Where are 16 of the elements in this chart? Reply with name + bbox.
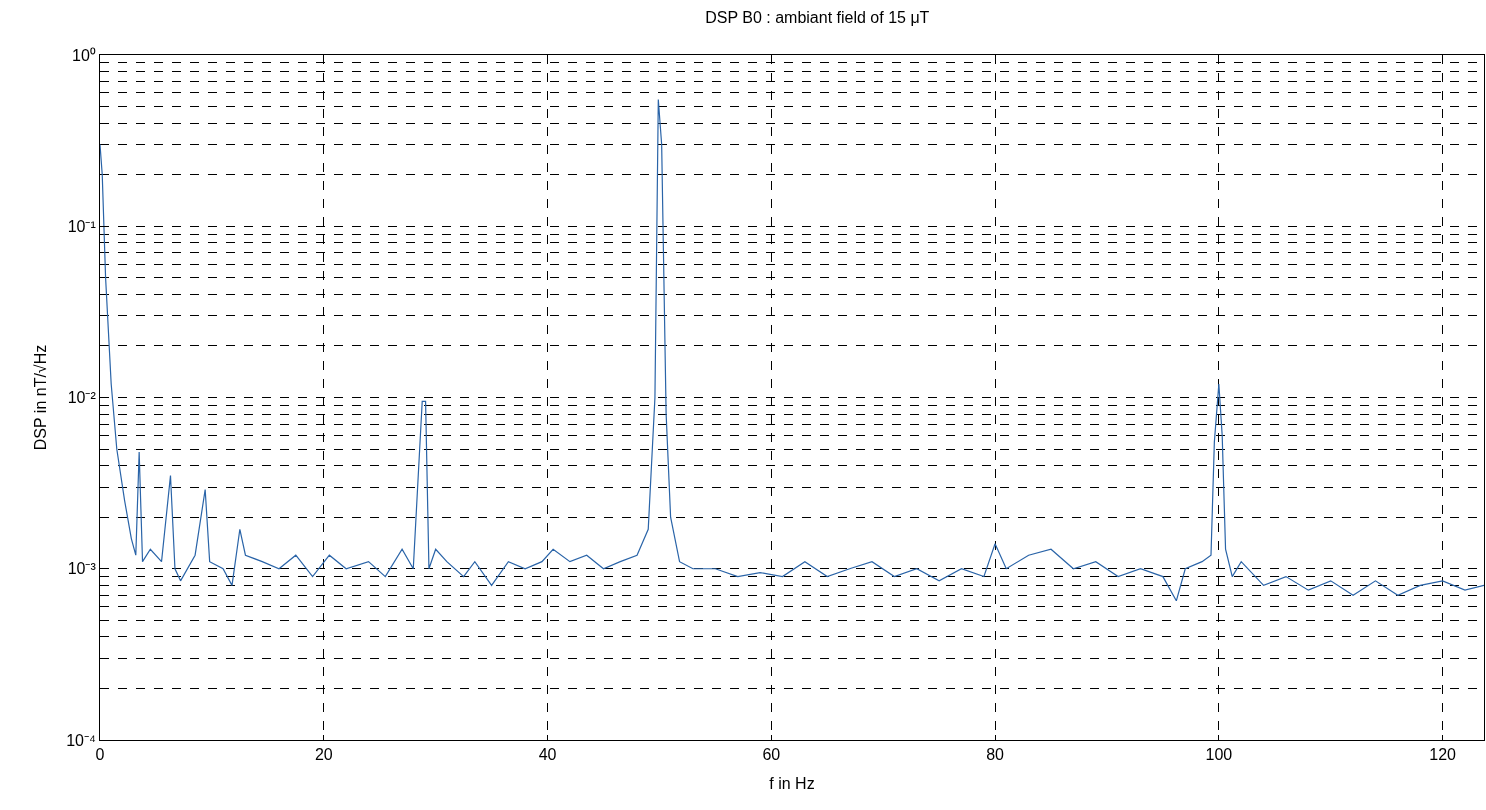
y-tick-label: 10⁻⁴ [66,731,96,749]
chart-title: DSP B0 : ambiant field of 15 μT [705,9,930,27]
x-tick-label: 80 [986,746,1005,764]
y-axis-title: DSP in nT/√Hz [32,344,50,451]
x-tick-label: 20 [314,746,333,764]
x-tick-label: 60 [762,746,781,764]
y-tick-label: 10⁰ [72,46,96,64]
y-tick-label: 10⁻³ [67,560,97,578]
x-axis-title: f in Hz [769,774,815,792]
line-series [100,98,1484,602]
x-tick-label: 40 [538,746,557,764]
y-tick-label: 10⁻² [67,389,97,407]
x-tick-label: 0 [95,746,105,764]
x-tick-label: 120 [1429,746,1457,764]
y-tick-label: 10⁻¹ [67,217,96,235]
x-tick-label: 100 [1205,746,1233,764]
